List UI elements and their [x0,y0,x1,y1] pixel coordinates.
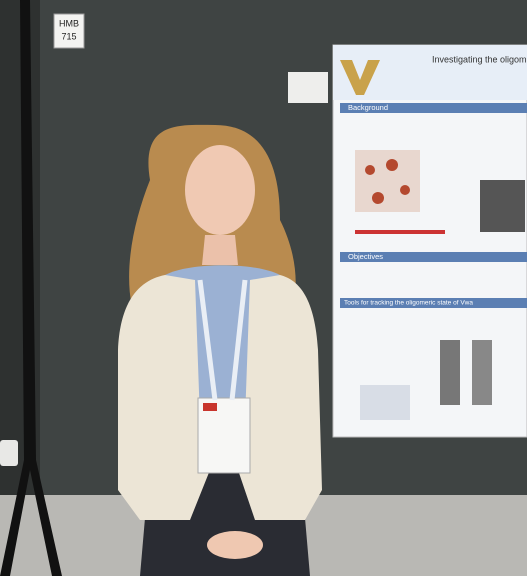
section-heading: Background [348,103,388,112]
color-bar [355,230,445,234]
sign-text: HMB [59,18,79,28]
section-heading: Objectives [348,252,383,261]
cup [0,440,18,466]
gel [440,340,460,405]
figure [355,150,420,212]
gel [472,340,492,405]
note-card [288,72,328,103]
hands [207,531,263,559]
section-bar [340,103,527,113]
poster-title: Investigating the oligom [432,54,527,64]
section-heading: Tools for tracking the oligomeric state … [344,300,473,307]
neck [202,235,238,265]
cardigan [118,275,210,520]
cardigan [238,275,322,520]
logo [340,60,380,95]
section-bar [340,298,527,308]
face [185,145,255,235]
badge-logo [203,403,217,411]
tripod [0,0,62,576]
figure [480,180,525,232]
board-sign [53,13,85,49]
section-bar [340,252,527,262]
figure [360,385,410,420]
sign-text: 715 [61,31,76,41]
lanyard [197,279,248,401]
